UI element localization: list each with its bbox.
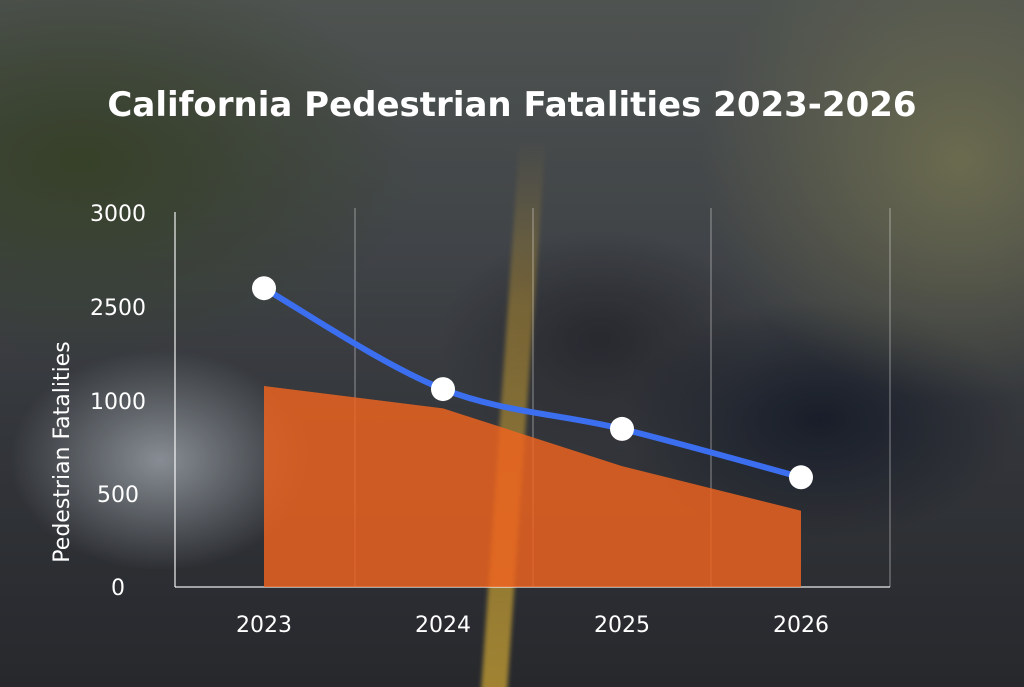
y-axis-label: Pedestrian Fatalities	[50, 341, 75, 562]
data-point-2023[interactable]	[252, 276, 276, 301]
x-tick-2025: 2025	[594, 613, 650, 638]
y-tick-3000: 3000	[90, 202, 146, 227]
y-tick-2500: 2500	[90, 296, 146, 321]
y-tick-500: 500	[97, 483, 139, 508]
data-point-2024[interactable]	[431, 377, 455, 402]
y-tick-1000: 1000	[90, 390, 146, 415]
y-tick-labels: 0 500 1000 2500 3000	[90, 202, 146, 601]
trend-line	[261, 285, 804, 481]
y-tick-0: 0	[111, 576, 125, 601]
line-series	[252, 276, 813, 490]
x-tick-2026: 2026	[773, 613, 829, 638]
data-point-2026[interactable]	[789, 465, 813, 490]
chart-title: California Pedestrian Fatalities 2023-20…	[107, 85, 916, 125]
area-series	[264, 386, 801, 587]
x-tick-2023: 2023	[236, 613, 292, 638]
data-point-2025[interactable]	[610, 416, 634, 441]
x-tick-labels: 2023 2024 2025 2026	[236, 613, 829, 638]
area-fill	[264, 386, 801, 587]
x-tick-2024: 2024	[415, 613, 471, 638]
